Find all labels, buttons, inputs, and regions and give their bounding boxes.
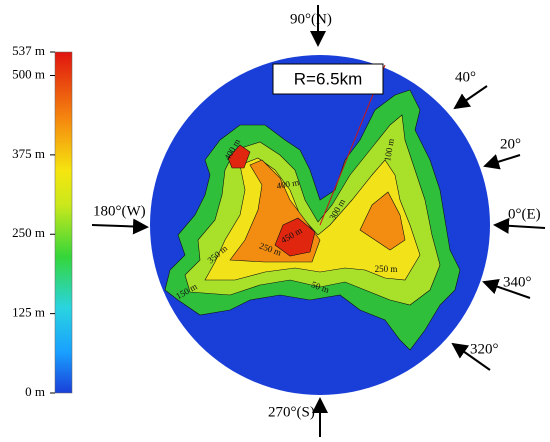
colorbar-tick-label: 125 m bbox=[12, 305, 45, 320]
direction-label: 180°(W) bbox=[93, 203, 146, 219]
radius-label: R=6.5km bbox=[294, 69, 363, 88]
contour-label: 250 m bbox=[375, 264, 398, 274]
directions: 90°(N) 40° 20° 0°(E) 340° 320° 270°(S) 180°(W) bbox=[91, 5, 546, 437]
radius-box bbox=[272, 63, 384, 95]
colorbar-tick-label: 250 m bbox=[12, 225, 45, 240]
colorbar-tick-label: 375 m bbox=[12, 146, 45, 161]
direction-label: 340° bbox=[503, 274, 532, 290]
direction-label: 40° bbox=[455, 69, 476, 85]
direction-label: 320° bbox=[470, 341, 499, 357]
direction-arrow bbox=[453, 85, 488, 110]
direction-arrow bbox=[482, 279, 531, 299]
contour-label: 400 m bbox=[276, 177, 300, 191]
direction-label: 20° bbox=[500, 136, 521, 152]
contour-label: 100 m bbox=[382, 138, 396, 162]
direction-arrow bbox=[493, 217, 546, 234]
direction-arrow bbox=[451, 342, 491, 371]
colorbar-tick-label: 0 m bbox=[25, 384, 45, 399]
direction-arrow bbox=[483, 154, 521, 170]
direction-label: 90°(N) bbox=[290, 11, 332, 27]
terrain bbox=[164, 89, 461, 351]
direction-label: 270°(S) bbox=[268, 404, 315, 420]
colorbar bbox=[54, 51, 73, 394]
colorbar-tick-label: 537 m bbox=[12, 43, 45, 58]
colorbar-ticks: 537 m 500 m 375 m 250 m 125 m 0 m bbox=[12, 43, 55, 399]
direction-arrow bbox=[91, 218, 149, 235]
colorbar-tick-label: 500 m bbox=[12, 66, 45, 81]
direction-label: 0°(E) bbox=[508, 206, 541, 222]
